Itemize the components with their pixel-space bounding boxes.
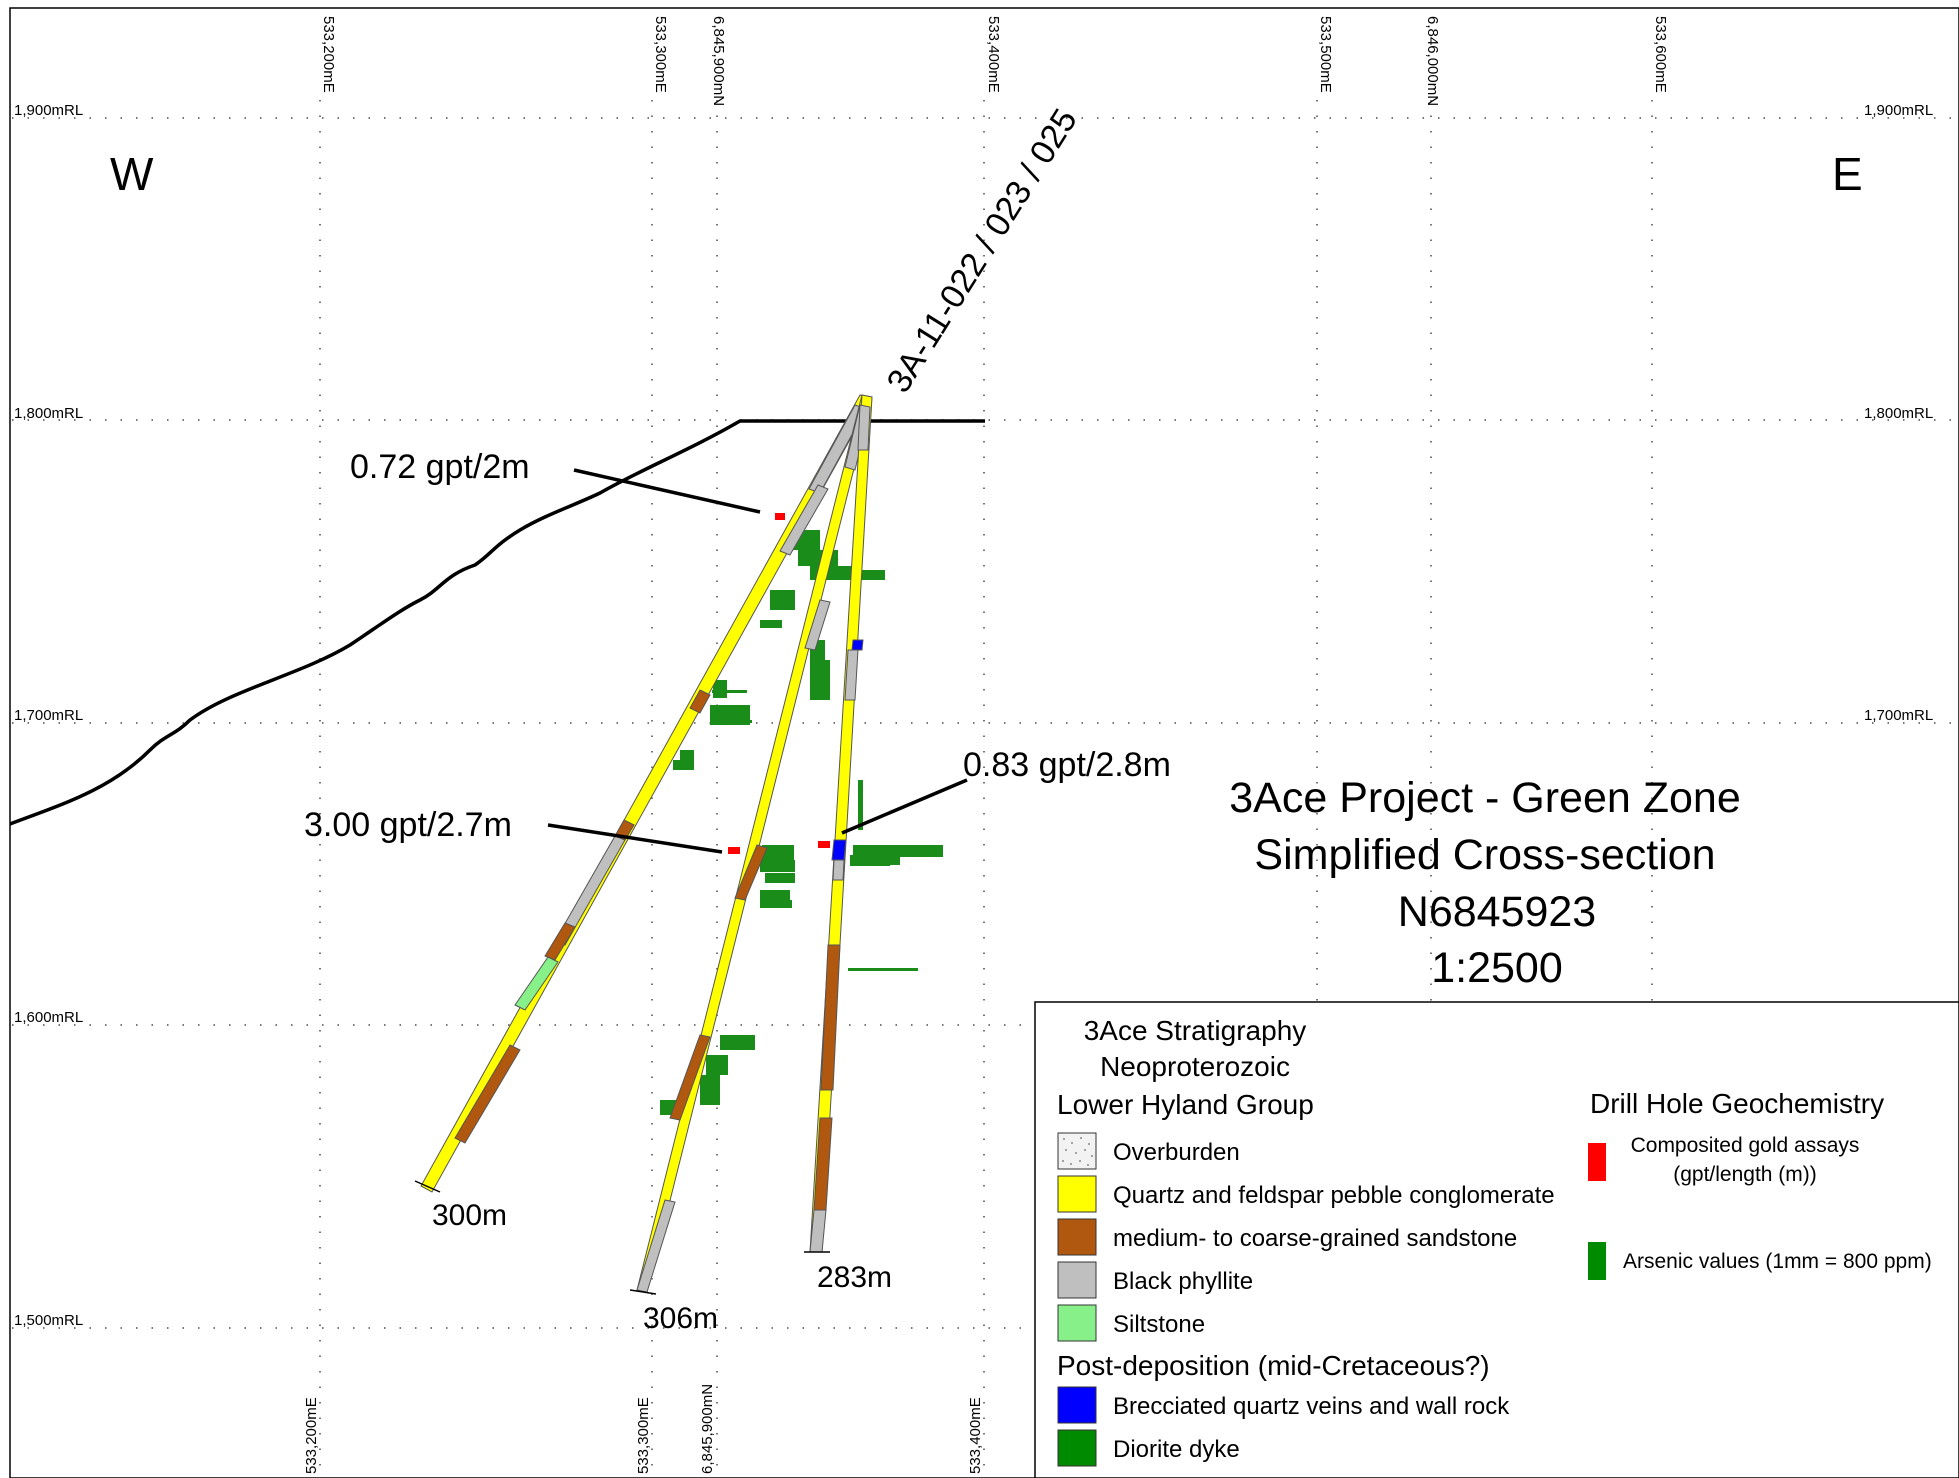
- geochem-header: Drill Hole Geochemistry: [1590, 1088, 1884, 1119]
- end-of-hole-ticks: [414, 1180, 830, 1295]
- easting-label: 533,200mE: [303, 1397, 320, 1474]
- swatch-siltstone: [1057, 1304, 1097, 1342]
- section-subtitle: Simplified Cross-section: [1254, 831, 1715, 879]
- swatch-sandstone: [1057, 1218, 1097, 1256]
- section-title: 3Ace Project - Green Zone: [1229, 774, 1740, 822]
- swatch-gold-assay: [1588, 1143, 1606, 1181]
- legend-item-label: Brecciated quartz veins and wall rock: [1113, 1393, 1510, 1420]
- rl-label: 1,600mRL: [14, 1009, 83, 1026]
- legend-item-label: Siltstone: [1113, 1311, 1205, 1338]
- west-marker: W: [110, 148, 154, 200]
- rl-label: 1,900mRL: [14, 102, 83, 119]
- legend-item-label: Quartz and feldspar pebble conglomerate: [1113, 1182, 1555, 1209]
- legend-item-label: Black phyllite: [1113, 1268, 1253, 1295]
- intercept-label: 0.72 gpt/2m: [350, 448, 530, 486]
- map-frame: [9, 7, 1959, 1478]
- section-scale: 1:2500: [1431, 944, 1563, 992]
- geochem-gold-units: (gpt/length (m)): [1673, 1163, 1817, 1186]
- intercept-label: 3.00 gpt/2.7m: [304, 806, 512, 844]
- easting-label: 533,300mE: [652, 16, 669, 93]
- swatch-phyllite: [1057, 1261, 1097, 1299]
- drill-hole-022: [420, 394, 873, 1193]
- legend-group: Post-deposition (mid-Cretaceous?): [1057, 1350, 1490, 1381]
- rl-label: 1,700mRL: [14, 707, 83, 724]
- legend-era: Neoproterozoic: [1100, 1051, 1290, 1082]
- northing-label: 6,845,900mN: [710, 16, 727, 106]
- geochem-arsenic-label: Arsenic values (1mm = 800 ppm): [1623, 1250, 1932, 1273]
- rl-label: 1,700mRL: [1864, 707, 1933, 724]
- legend-header: 3Ace Stratigraphy: [1084, 1015, 1307, 1046]
- east-marker: E: [1832, 148, 1863, 200]
- intercept-leaders: [547, 468, 968, 854]
- drill-hole-025: [809, 394, 873, 1253]
- hole-id-label: 3A-11-022 / 023 / 025: [880, 102, 1085, 399]
- rl-label: 1,500mRL: [14, 1312, 83, 1329]
- rl-label: 1,900mRL: [1864, 102, 1933, 119]
- easting-label: 533,500mE: [1317, 16, 1334, 93]
- legend-swatches: [1057, 1132, 1097, 1467]
- legend-box: [1034, 1001, 1959, 1478]
- geochem-gold-label: Composited gold assays: [1631, 1134, 1860, 1157]
- easting-label: 533,200mE: [320, 16, 337, 93]
- swatch-quartz-veins: [1057, 1386, 1097, 1424]
- depth-label: 283m: [817, 1261, 892, 1294]
- gold-assay-markers: [728, 513, 830, 854]
- legend-item-label: Diorite dyke: [1113, 1436, 1240, 1463]
- northing-label: 6,845,900mN: [699, 1384, 716, 1474]
- swatch-diorite: [1057, 1429, 1097, 1467]
- swatch-arsenic: [1588, 1242, 1606, 1280]
- depth-label: 306m: [643, 1302, 718, 1335]
- rl-label: 1,800mRL: [1864, 405, 1933, 422]
- arsenic-bars: [660, 530, 943, 1115]
- easting-label: 533,400mE: [967, 1397, 984, 1474]
- topography-line: [9, 419, 985, 826]
- northing-label: 6,846,000mN: [1424, 16, 1441, 106]
- easting-label: 533,400mE: [985, 16, 1002, 93]
- legend-item-label: Overburden: [1113, 1139, 1240, 1166]
- overburden-stipple: [1062, 1137, 1093, 1166]
- section-northing: N6845923: [1398, 888, 1596, 936]
- depth-label: 300m: [432, 1199, 507, 1232]
- legend-group: Lower Hyland Group: [1057, 1089, 1314, 1120]
- easting-label: 533,600mE: [1652, 16, 1669, 93]
- easting-label: 533,300mE: [635, 1397, 652, 1474]
- swatch-conglomerate: [1057, 1175, 1097, 1213]
- legend-item-label: medium- to coarse-grained sandstone: [1113, 1225, 1517, 1252]
- rl-label: 1,800mRL: [14, 405, 83, 422]
- intercept-label: 0.83 gpt/2.8m: [963, 746, 1171, 784]
